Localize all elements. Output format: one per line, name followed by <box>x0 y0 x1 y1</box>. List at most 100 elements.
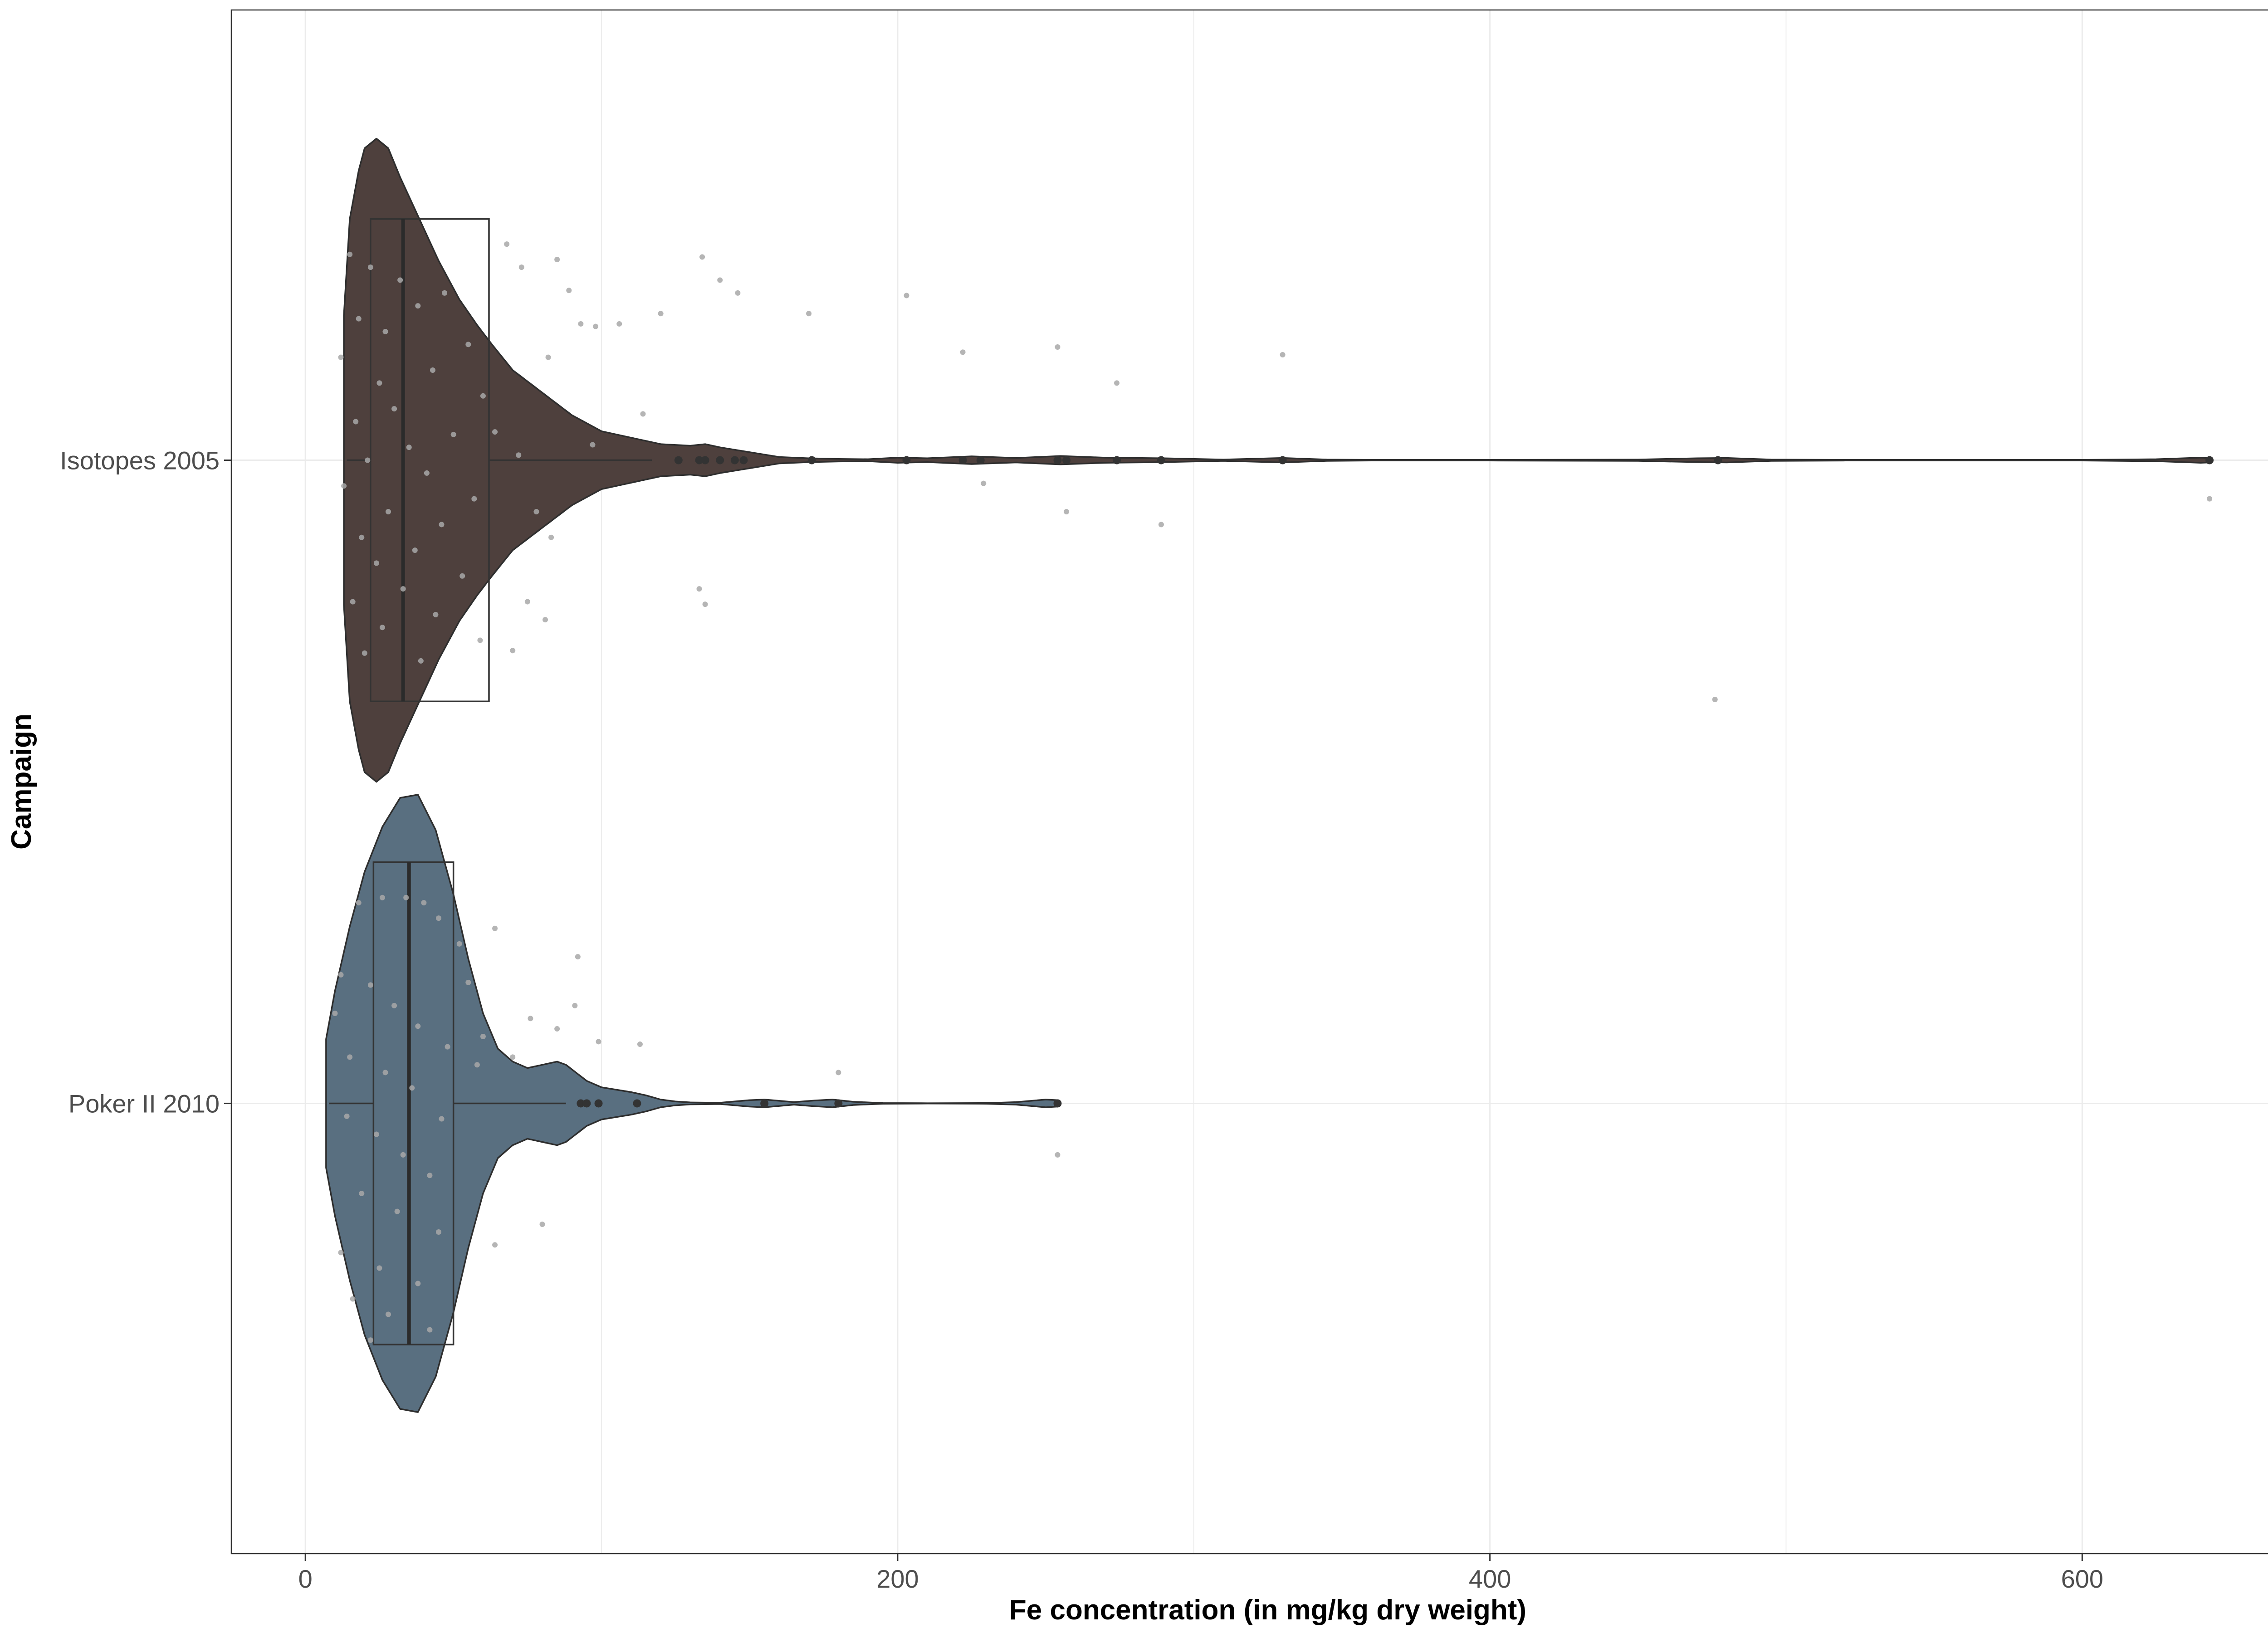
jitter-point <box>332 1010 338 1016</box>
jitter-point <box>421 900 427 906</box>
jitter-point <box>359 1190 365 1196</box>
jitter-point <box>415 1023 421 1029</box>
jitter-point <box>1055 1152 1061 1158</box>
outlier-point <box>2205 456 2214 464</box>
jitter-point <box>575 954 581 960</box>
jitter-point <box>578 321 584 327</box>
jitter-point <box>347 1054 353 1060</box>
jitter-point <box>596 1039 601 1045</box>
jitter-point <box>566 288 572 293</box>
jitter-point <box>539 1222 545 1227</box>
outlier-point <box>633 1099 641 1108</box>
jitter-point <box>373 1131 379 1137</box>
jitter-point <box>1280 352 1286 358</box>
outlier-point <box>1062 456 1071 464</box>
jitter-point <box>2207 496 2213 502</box>
jitter-point <box>394 1208 400 1214</box>
jitter-point <box>362 650 367 656</box>
jitter-point <box>548 534 554 540</box>
jitter-point <box>409 1085 415 1091</box>
outlier-point <box>716 456 724 464</box>
jitter-point <box>510 648 516 654</box>
jitter-point <box>510 1054 516 1060</box>
jitter-point <box>415 1281 421 1286</box>
jitter-point <box>465 342 471 347</box>
outlier-point <box>674 456 683 464</box>
jitter-point <box>492 1242 498 1248</box>
jitter-point <box>504 241 510 247</box>
jitter-point <box>543 617 548 623</box>
jitter-point <box>554 257 560 263</box>
jitter-point <box>459 573 465 579</box>
jitter-point <box>418 658 424 664</box>
axes: 0 200 400 600 Isotopes 2005 Poker II 2010 <box>60 446 2103 1593</box>
jitter-point <box>533 508 539 514</box>
outlier-point <box>902 456 911 464</box>
outlier-point <box>701 456 709 464</box>
jitter-point <box>356 900 362 906</box>
x-tick-label: 400 <box>1469 1565 1511 1593</box>
jitter-point <box>545 354 551 360</box>
jitter-point <box>341 483 347 489</box>
x-tick-label: 0 <box>298 1565 313 1593</box>
jitter-point <box>806 311 812 317</box>
outlier-point <box>577 1099 585 1108</box>
jitter-point <box>412 548 418 553</box>
jitter-point <box>439 522 445 528</box>
outlier-point <box>1157 456 1165 464</box>
jitter-point <box>379 625 385 631</box>
jitter-point <box>353 419 359 425</box>
y-axis-title: Campaign <box>6 714 37 850</box>
jitter-point <box>1055 344 1061 350</box>
jitter-point <box>439 1116 445 1122</box>
outlier-point <box>730 456 739 464</box>
jitter-point <box>367 1337 373 1343</box>
jitter-point <box>367 982 373 988</box>
jitter-point <box>391 406 397 412</box>
x-tick-label: 600 <box>2061 1565 2103 1593</box>
jitter-point <box>338 354 344 360</box>
outlier-point <box>1053 456 1062 464</box>
jitter-point <box>616 321 622 327</box>
jitter-point <box>981 480 987 486</box>
plot-panel-border <box>230 9 2268 1555</box>
outlier-point <box>834 1099 843 1108</box>
jitter-point <box>492 925 498 931</box>
jitter-point <box>391 1002 397 1008</box>
jitter-point <box>376 380 382 386</box>
jitter-point <box>386 1311 391 1317</box>
jitter-point <box>593 323 599 329</box>
jitter-point <box>960 349 966 355</box>
outlier-point <box>958 456 967 464</box>
y-tick-label-isotopes-2005: Isotopes 2005 <box>60 446 220 475</box>
jitter-point <box>400 1152 406 1158</box>
jitter-point <box>436 1229 441 1235</box>
jitter-point <box>338 972 344 978</box>
jitter-point <box>456 941 462 947</box>
jitter-point <box>637 1041 643 1047</box>
jitter-point <box>528 1016 533 1022</box>
outlier-point <box>760 1099 769 1108</box>
outlier-points <box>577 456 2214 1108</box>
jitter-point <box>516 452 522 458</box>
jitter-point <box>474 1062 480 1068</box>
jitter-point <box>702 601 708 607</box>
jitter-point <box>382 1070 388 1076</box>
boxplot-poker-ii-2010 <box>329 861 566 1345</box>
jitter-point <box>1712 697 1718 703</box>
jitter-point <box>1158 522 1164 528</box>
jitter-point <box>436 915 441 921</box>
jitter-point <box>445 1044 450 1050</box>
jitter-point <box>1064 508 1070 514</box>
jitter-point <box>477 637 483 643</box>
jitter-point <box>403 895 409 900</box>
outlier-point <box>695 456 704 464</box>
jitter-point <box>386 508 391 514</box>
jitter-point <box>350 599 356 605</box>
jitter-point <box>518 264 524 270</box>
jitter-point <box>572 1002 578 1008</box>
jitter-point <box>406 445 412 450</box>
jitter-point <box>359 534 365 540</box>
